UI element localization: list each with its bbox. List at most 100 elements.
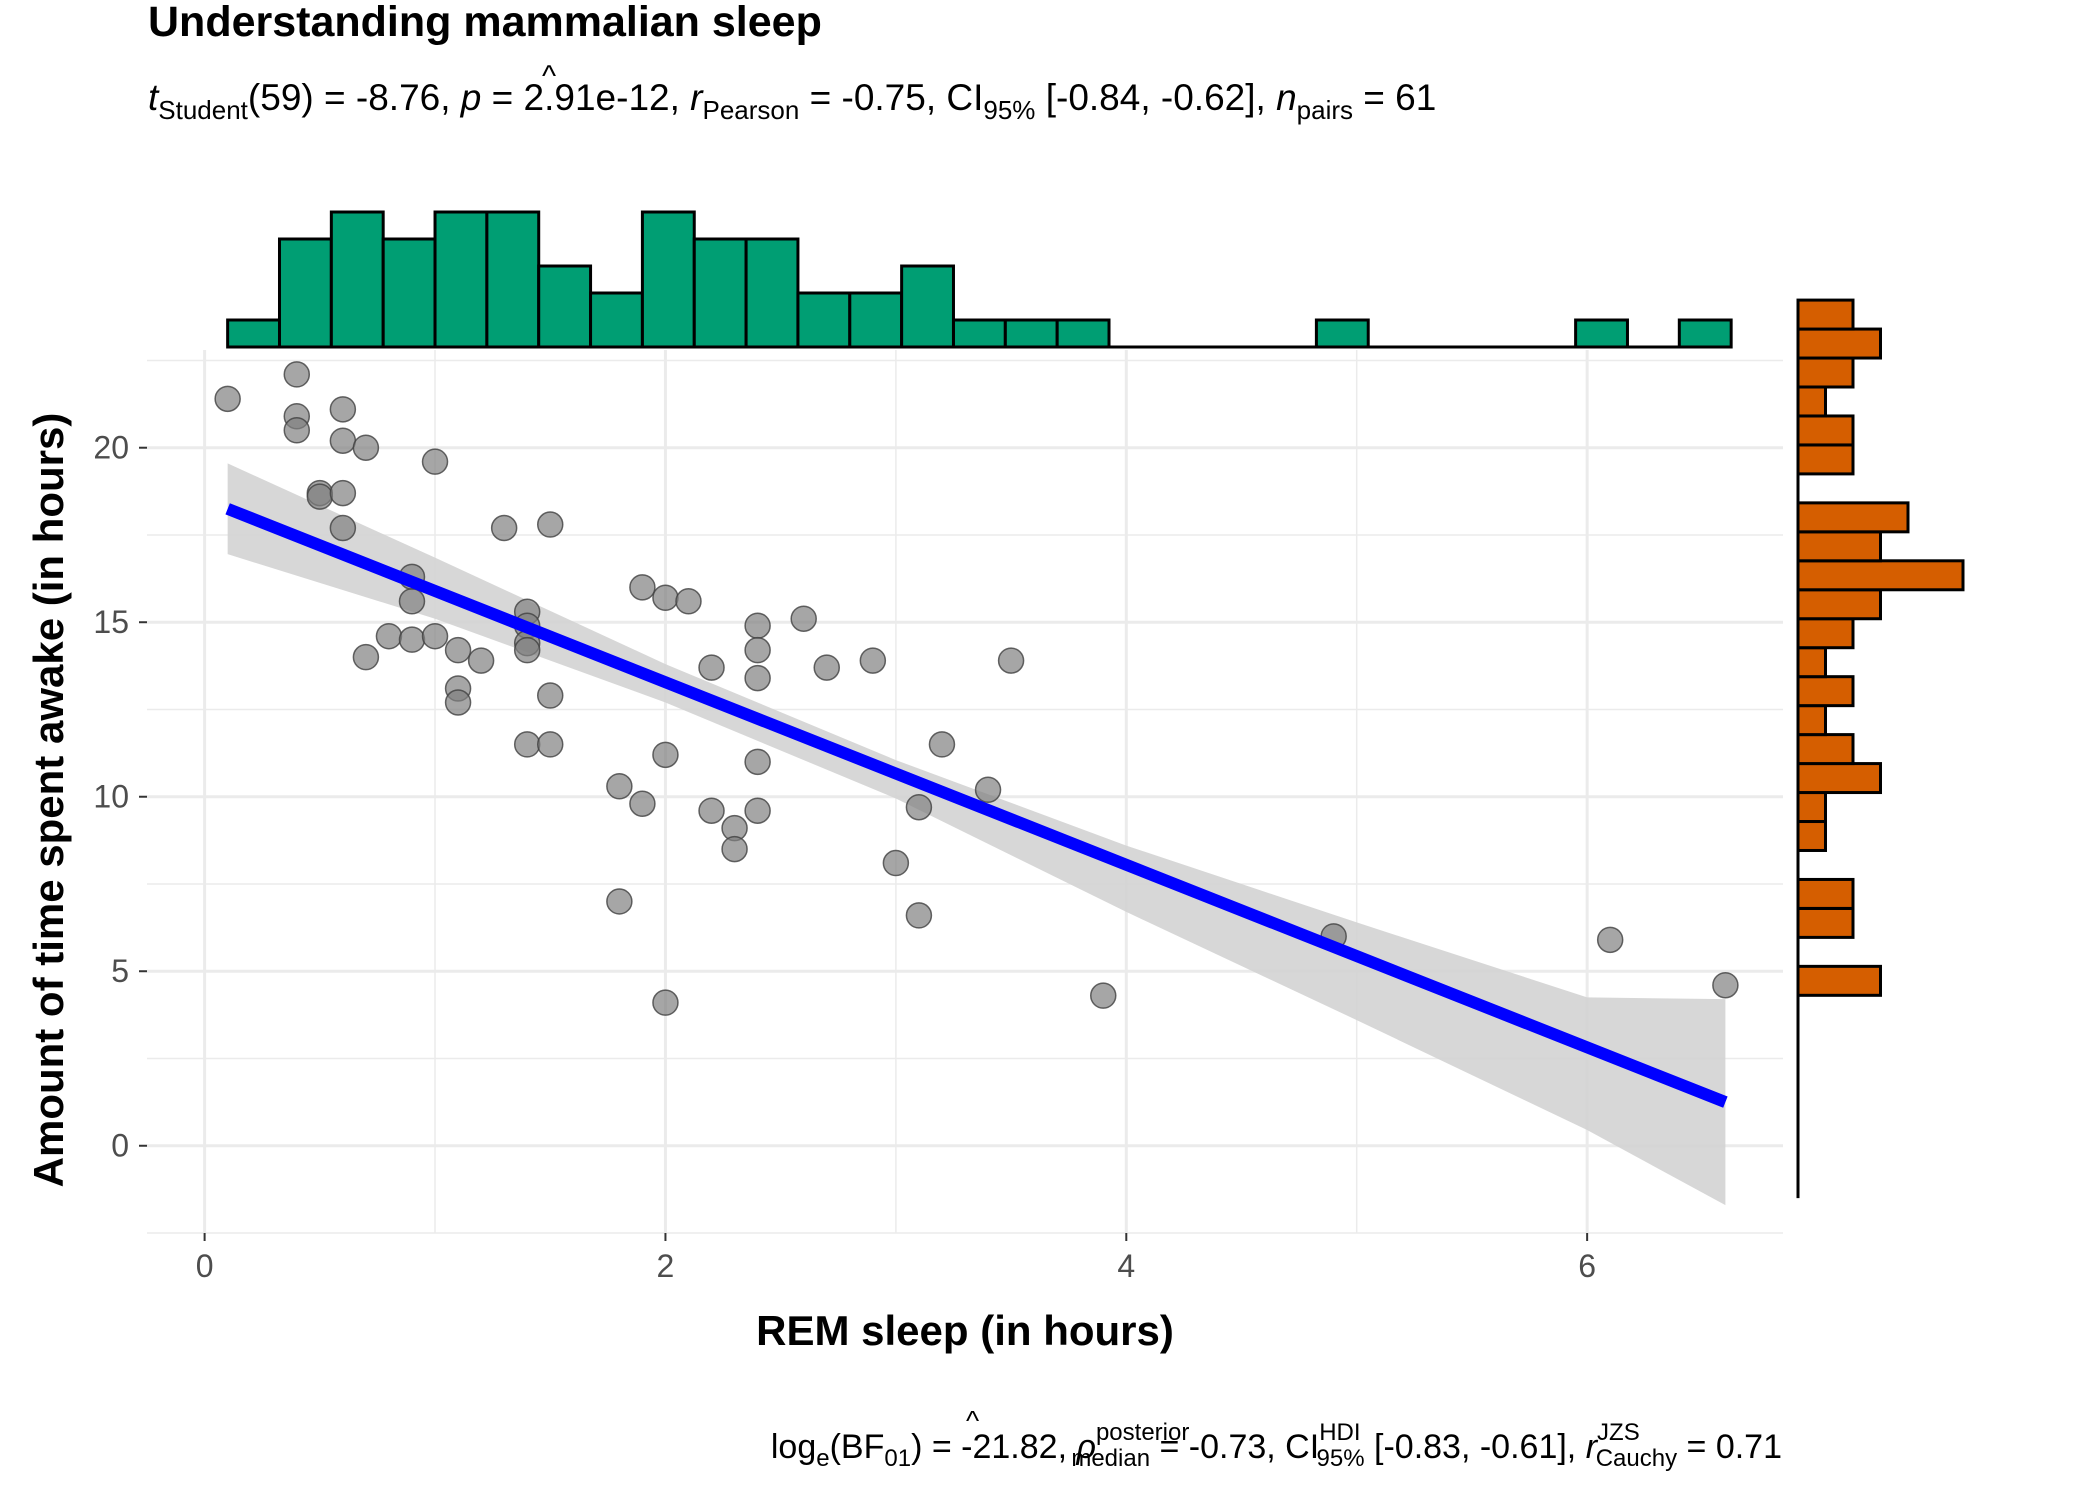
data-point (744, 636, 771, 664)
data-point (352, 434, 380, 461)
x-hist-bar (951, 318, 1007, 349)
data-point (467, 647, 495, 674)
data-point (813, 654, 840, 681)
x-hist-bar (1314, 318, 1370, 349)
data-point (905, 793, 933, 821)
cap-ci-rest: [-0.83, -0.61], (1365, 1428, 1586, 1466)
data-point (1596, 926, 1624, 954)
data-point (698, 797, 725, 824)
data-point (513, 731, 541, 758)
cap-rc-sup: JZS (1597, 1419, 1640, 1446)
data-point (490, 514, 518, 542)
x-hist-bar (744, 237, 800, 349)
data-point (536, 511, 564, 538)
data-point (744, 612, 771, 639)
y-hist-bar (1796, 327, 1882, 360)
y-marginal-histogram (1796, 298, 1965, 1199)
x-hist-bar (1574, 318, 1629, 349)
y-hist-bar (1796, 443, 1855, 476)
y-hist-bar (1796, 530, 1882, 563)
y-hist-bar (1796, 298, 1855, 331)
rho-hat-icon: ^ (966, 1405, 979, 1436)
cap-bf-sub: 01 (884, 1445, 911, 1472)
y-hist-bar (1796, 733, 1855, 766)
y-hist-bar (1796, 791, 1827, 824)
data-point (329, 427, 357, 454)
x-hist-bar (226, 318, 281, 349)
data-point (398, 626, 426, 653)
y-hist-bar (1796, 385, 1827, 418)
x-axis-title: REM sleep (in hours) (756, 1307, 1174, 1354)
data-point (790, 605, 817, 632)
x-hist-bar (1055, 318, 1111, 349)
cap-rc-sub: Cauchy (1596, 1445, 1677, 1472)
data-point (629, 574, 656, 601)
regression-line (225, 503, 1728, 1108)
p-symbol: p (460, 77, 482, 118)
data-points (214, 361, 1739, 1016)
y-hist-bar (1796, 906, 1855, 939)
data-point (744, 748, 771, 776)
y-tick-label: 5 (111, 953, 129, 989)
y-hist-bar (1796, 559, 1965, 592)
x-hist-bar (640, 210, 696, 349)
y-hist-bar (1796, 675, 1855, 708)
data-point (974, 776, 1002, 804)
y-tick-label: 0 (111, 1128, 129, 1164)
chart-title: Understanding mammalian sleep (148, 0, 822, 46)
y-hist-bar (1796, 356, 1855, 389)
x-hist-bar (589, 291, 644, 349)
data-point (997, 647, 1025, 674)
data-point (421, 448, 449, 475)
data-point (283, 361, 311, 388)
r-hat-icon: ^ (542, 60, 556, 93)
data-point (905, 902, 933, 929)
data-point (513, 636, 541, 664)
data-point (444, 636, 472, 664)
data-point (329, 396, 357, 423)
data-point (214, 385, 241, 413)
data-point (1090, 982, 1117, 1009)
x-hist-bar (1003, 318, 1059, 349)
data-point (398, 588, 426, 615)
x-hist-bar (692, 237, 748, 349)
ci-sub: 95% (983, 95, 1035, 125)
data-point (536, 731, 564, 758)
data-point (652, 584, 679, 612)
cap-bf: (BF (830, 1428, 885, 1466)
cap-log-sub: e (816, 1445, 829, 1472)
cap-rho-sub: median (1071, 1445, 1150, 1472)
t-sub: Student (158, 95, 248, 125)
data-point (1712, 971, 1739, 999)
x-hist-bar (381, 237, 437, 349)
cap-ci-sub: 95% (1317, 1445, 1365, 1472)
cap-rho-rest: = -0.73, CI (1150, 1428, 1319, 1466)
chart-subtitle: tStudent(59) = -8.76, p = 2.91e-12, rPea… (148, 77, 1436, 125)
cap-rc-rest: = 0.71 (1677, 1428, 1782, 1466)
x-hist-bar (277, 237, 333, 349)
t-rest: (59) = -8.76, (248, 77, 461, 118)
data-point (306, 483, 334, 510)
data-point (329, 479, 357, 507)
data-point (606, 888, 633, 915)
r-symbol: r (690, 77, 704, 118)
data-point (652, 989, 679, 1016)
data-point (675, 588, 702, 615)
confidence-band-area (227, 463, 1726, 1206)
data-point (928, 731, 956, 758)
x-hist-bar (848, 291, 904, 349)
y-hist-bar (1796, 414, 1855, 447)
n-rest: = 61 (1353, 77, 1436, 118)
x-hist-bar (796, 291, 852, 349)
n-sub: pairs (1297, 95, 1353, 125)
y-hist-bar (1796, 646, 1827, 679)
chart-caption: loge(BF01) = -21.82, ρposterior median = … (771, 1419, 1782, 1472)
data-point (329, 514, 357, 542)
y-hist-bar (1796, 588, 1882, 621)
r-rest: = -0.75, CI (799, 77, 983, 118)
x-hist-bar (1677, 318, 1733, 349)
x-tick-label: 4 (1117, 1248, 1135, 1284)
y-hist-bar (1796, 501, 1910, 534)
y-tick-label: 20 (93, 430, 129, 466)
y-tick-label: 15 (93, 604, 129, 640)
